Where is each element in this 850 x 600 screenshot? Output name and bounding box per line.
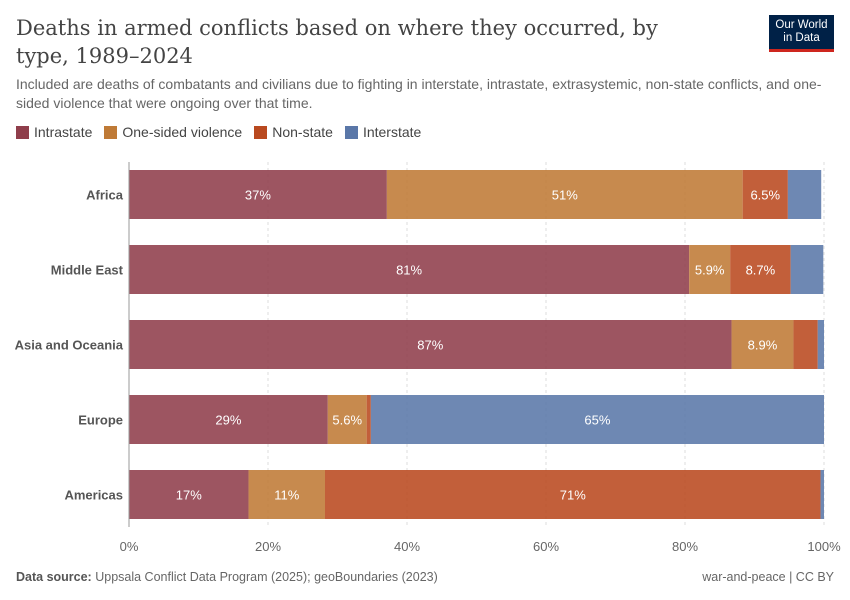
category-label: Asia and Oceania [15, 338, 124, 353]
x-tick-label: 0% [120, 539, 139, 554]
x-tick-label: 20% [255, 539, 281, 554]
bar-segment [742, 170, 788, 219]
bar-segment [731, 320, 794, 369]
bar-segment [386, 170, 743, 219]
bar-segment [248, 470, 325, 519]
legend-swatch [16, 125, 29, 139]
legend: Intrastate One-sided violence Non-state … [16, 124, 433, 140]
bar-segment [370, 395, 824, 444]
data-label: 8.7% [746, 263, 776, 278]
data-label: 81% [396, 263, 422, 278]
data-label: 6.5% [750, 188, 780, 203]
category-label: Africa [86, 188, 124, 203]
legend-label: One-sided violence [122, 124, 243, 140]
bar-segment [129, 470, 249, 519]
data-label: 29% [215, 413, 241, 428]
bar-segment [790, 245, 824, 294]
bar-segment [730, 245, 791, 294]
legend-label: Non-state [272, 124, 333, 140]
bar-segment [327, 395, 367, 444]
bar-segment [366, 395, 371, 444]
bar-segment [129, 395, 328, 444]
bar-segment [689, 245, 731, 294]
legend-item-intrastate[interactable]: Intrastate [16, 124, 92, 140]
data-label: 11% [274, 488, 299, 503]
data-label: 51% [552, 188, 578, 203]
legend-swatch [254, 125, 268, 139]
bar-segment [324, 470, 821, 519]
bar-segment [129, 170, 387, 219]
category-label: Americas [64, 488, 123, 503]
bar-segment [129, 245, 690, 294]
license-link[interactable]: war-and-peace | CC BY [702, 570, 834, 584]
legend-item-non-state[interactable]: Non-state [254, 124, 333, 140]
data-source: Data source: Uppsala Conflict Data Progr… [16, 570, 438, 584]
source-label: Data source: [16, 570, 92, 584]
category-label: Europe [78, 413, 123, 428]
x-tick-label: 80% [672, 539, 698, 554]
logo-line-2: in Data [783, 32, 820, 44]
x-tick-label: 60% [533, 539, 559, 554]
data-label: 8.9% [748, 338, 778, 353]
chart-subtitle: Included are deaths of combatants and ci… [16, 76, 822, 111]
x-tick-label: 100% [807, 539, 841, 554]
owid-logo[interactable]: Our World in Data [769, 15, 834, 52]
chart-title: Deaths in armed conflicts based on where… [16, 16, 658, 68]
legend-item-one-sided-violence[interactable]: One-sided violence [104, 124, 242, 140]
x-tick-label: 40% [394, 539, 420, 554]
source-text: Uppsala Conflict Data Program (2025); ge… [95, 570, 438, 584]
data-label: 65% [584, 413, 610, 428]
data-label: 17% [176, 488, 202, 503]
legend-item-interstate[interactable]: Interstate [344, 124, 422, 140]
bar-segment [820, 470, 824, 519]
legend-label: Intrastate [34, 124, 93, 140]
logo-line-1: Our World [775, 19, 828, 31]
legend-swatch [104, 125, 118, 139]
bar-segment [129, 320, 732, 369]
data-label: 5.6% [332, 413, 362, 428]
bar-segment [817, 320, 824, 369]
data-label: 5.9% [695, 263, 725, 278]
legend-label: Interstate [362, 124, 422, 140]
bar-segment [787, 170, 822, 219]
data-label: 87% [417, 338, 443, 353]
category-label: Middle East [51, 263, 124, 278]
bar-segment [793, 320, 818, 369]
legend-swatch [344, 125, 358, 139]
data-label: 71% [560, 488, 586, 503]
data-label: 37% [245, 188, 271, 203]
